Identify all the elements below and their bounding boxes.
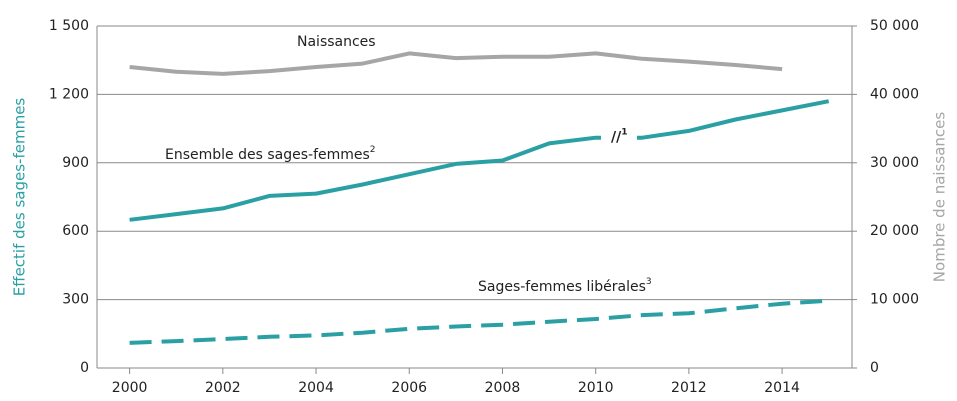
series-label: Sages-femmes libérales3	[478, 277, 652, 296]
y-tick-label: 600	[62, 223, 89, 239]
series-superscript: 2	[370, 145, 376, 155]
y-tick-label: 0	[80, 360, 89, 376]
x-tick-label: 2008	[485, 380, 521, 396]
series-line	[129, 298, 829, 345]
x-tick-label: 2002	[205, 380, 241, 396]
x-tick-label: 2006	[391, 380, 427, 396]
x-tick-label: 2004	[298, 380, 334, 396]
break-superscript: 1	[621, 127, 627, 137]
y2-tick-label: 50 000	[870, 18, 919, 34]
y-tick-label: 1 500	[49, 18, 89, 34]
series-label: Ensemble des sages-femmes2	[165, 145, 376, 164]
y2-tick-label: 30 000	[870, 155, 919, 171]
y2-tick-label: 0	[870, 360, 879, 376]
break-mask	[600, 123, 637, 152]
y-axis-label: Effectif des sages-femmes	[11, 98, 29, 297]
series-label: Naissances	[297, 34, 376, 50]
series-superscript: 3	[646, 277, 652, 287]
break-text: //	[611, 130, 622, 146]
x-tick-label: 2000	[112, 380, 148, 396]
x-tick-label: 2012	[671, 380, 707, 396]
series-name: Sages-femmes libérales	[478, 279, 646, 295]
series-name: Naissances	[297, 34, 376, 50]
y2-tick-label: 20 000	[870, 223, 919, 239]
x-tick-label: 2014	[764, 380, 800, 396]
series-name: Ensemble des sages-femmes	[165, 147, 370, 163]
break-annotation: //1	[611, 127, 628, 146]
y2-tick-label: 40 000	[870, 86, 919, 102]
series-line	[129, 99, 830, 222]
y2-axis-label: Nombre de naissances	[931, 112, 949, 283]
y2-tick-label: 10 000	[870, 292, 919, 308]
series-line	[129, 51, 783, 76]
x-tick-label: 2010	[578, 380, 614, 396]
y-tick-label: 300	[62, 292, 89, 308]
y-tick-label: 900	[62, 155, 89, 171]
y-tick-label: 1 200	[49, 86, 89, 102]
